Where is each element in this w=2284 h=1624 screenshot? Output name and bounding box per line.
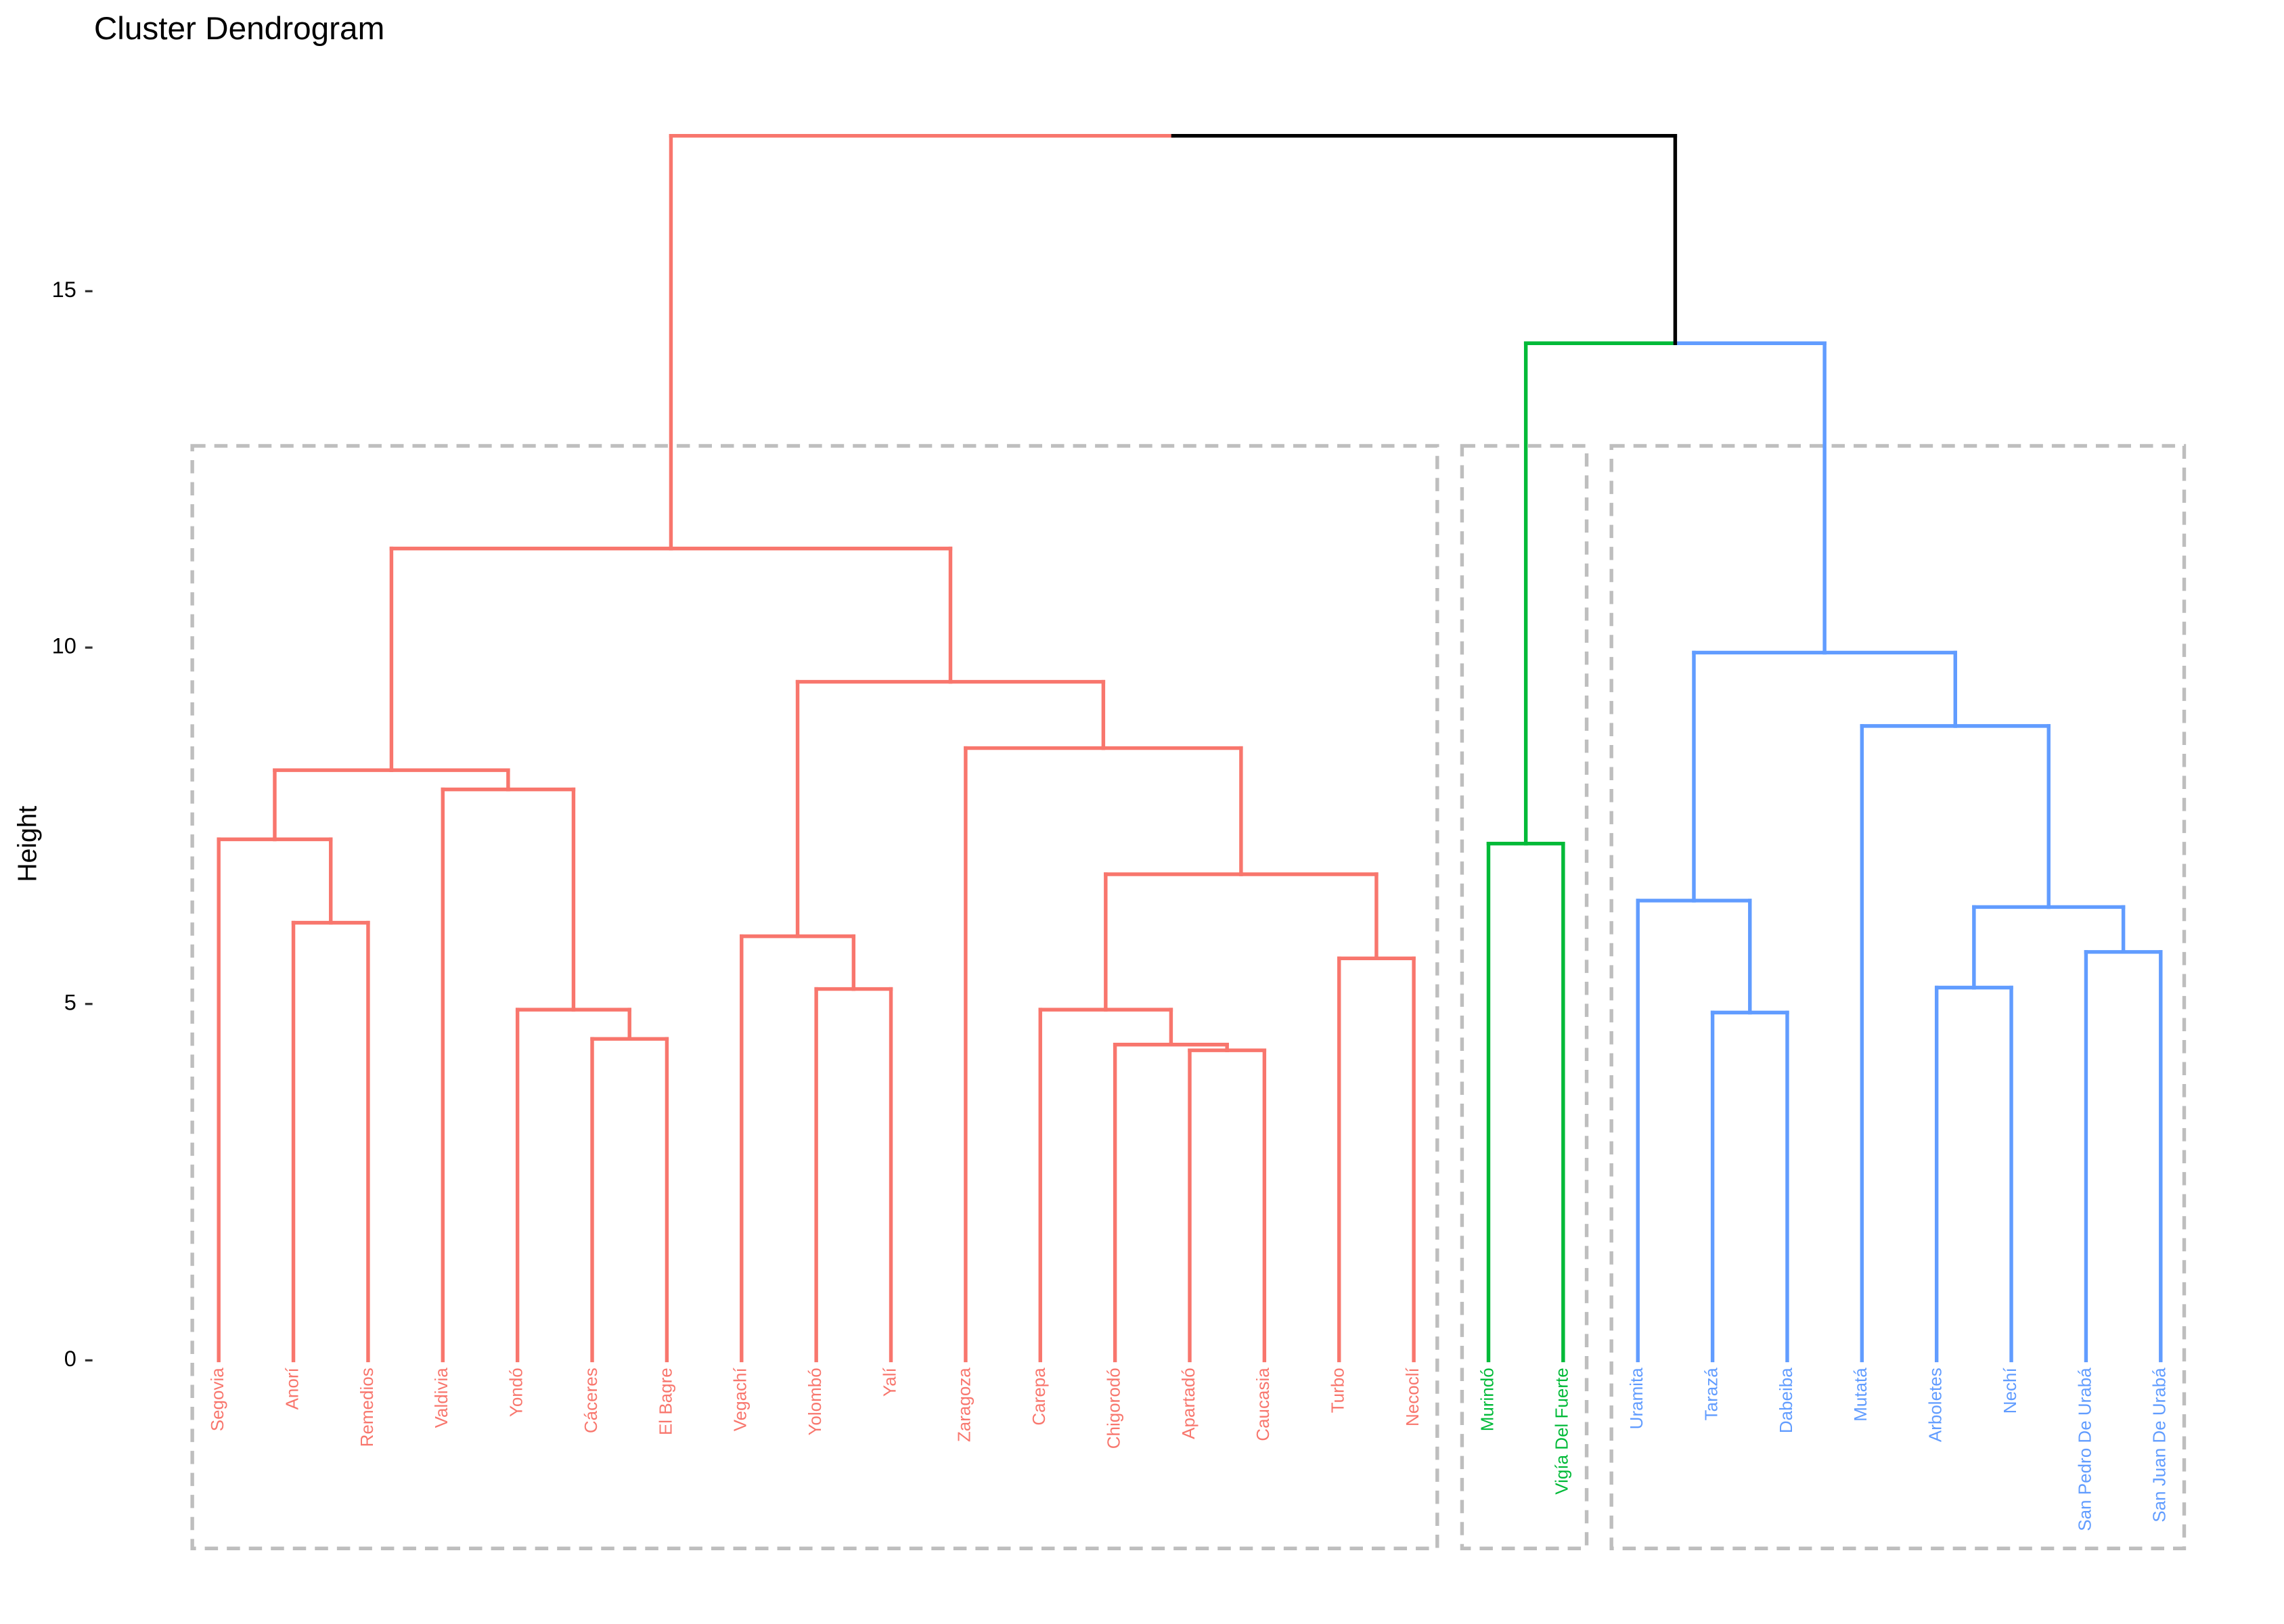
leaf-label: Carepa: [1029, 1368, 1049, 1426]
y-tick-label: 10: [52, 634, 76, 658]
leaf-label: Valdivia: [431, 1368, 451, 1428]
leaf-label: San Pedro De Urabá: [2074, 1368, 2095, 1531]
leaf-label: Uramita: [1626, 1368, 1647, 1430]
leaf-label: Tarazá: [1701, 1368, 1721, 1421]
leaf-label: Remedios: [357, 1368, 377, 1447]
leaf-label: Chigorodó: [1103, 1368, 1123, 1449]
leaf-label: Apartadó: [1178, 1368, 1199, 1439]
leaf-label: Caucasia: [1253, 1368, 1273, 1441]
chart-title: Cluster Dendrogram: [94, 11, 385, 47]
cluster-rect: [1460, 444, 1589, 1551]
y-tick-label: 15: [52, 277, 76, 302]
cluster-rect: [1609, 444, 2187, 1551]
leaf-label: San Juan De Urabá: [2149, 1368, 2170, 1522]
leaf-label: Murindó: [1477, 1368, 1497, 1431]
leaf-label: Dabeiba: [1776, 1368, 1796, 1433]
leaf-label: Segovia: [207, 1368, 227, 1432]
leaf-label: Anorí: [282, 1367, 302, 1409]
leaf-label: Vegachí: [730, 1367, 751, 1431]
y-tick-label: 0: [64, 1347, 76, 1371]
leaf-label: Zaragoza: [954, 1368, 975, 1442]
leaf-label: Vigía Del Fuerte: [1552, 1368, 1572, 1495]
leaf-label: Mutatá: [1850, 1368, 1871, 1422]
y-tick-label: 5: [64, 990, 76, 1014]
leaf-label: Arboletes: [1925, 1368, 1946, 1442]
leaf-label: Yondó: [506, 1368, 527, 1417]
leaf-label: Necoclí: [1402, 1367, 1423, 1426]
leaf-label: Cáceres: [581, 1368, 601, 1433]
cluster-rect: [190, 444, 1439, 1551]
leaf-label: El Bagre: [655, 1368, 675, 1435]
leaf-label: Yolombó: [805, 1368, 825, 1435]
leaf-label: Turbo: [1328, 1368, 1348, 1413]
leaf-label: Yalí: [879, 1367, 899, 1397]
y-axis-label: Height: [14, 806, 43, 882]
leaf-label: Nechí: [2000, 1367, 2020, 1414]
